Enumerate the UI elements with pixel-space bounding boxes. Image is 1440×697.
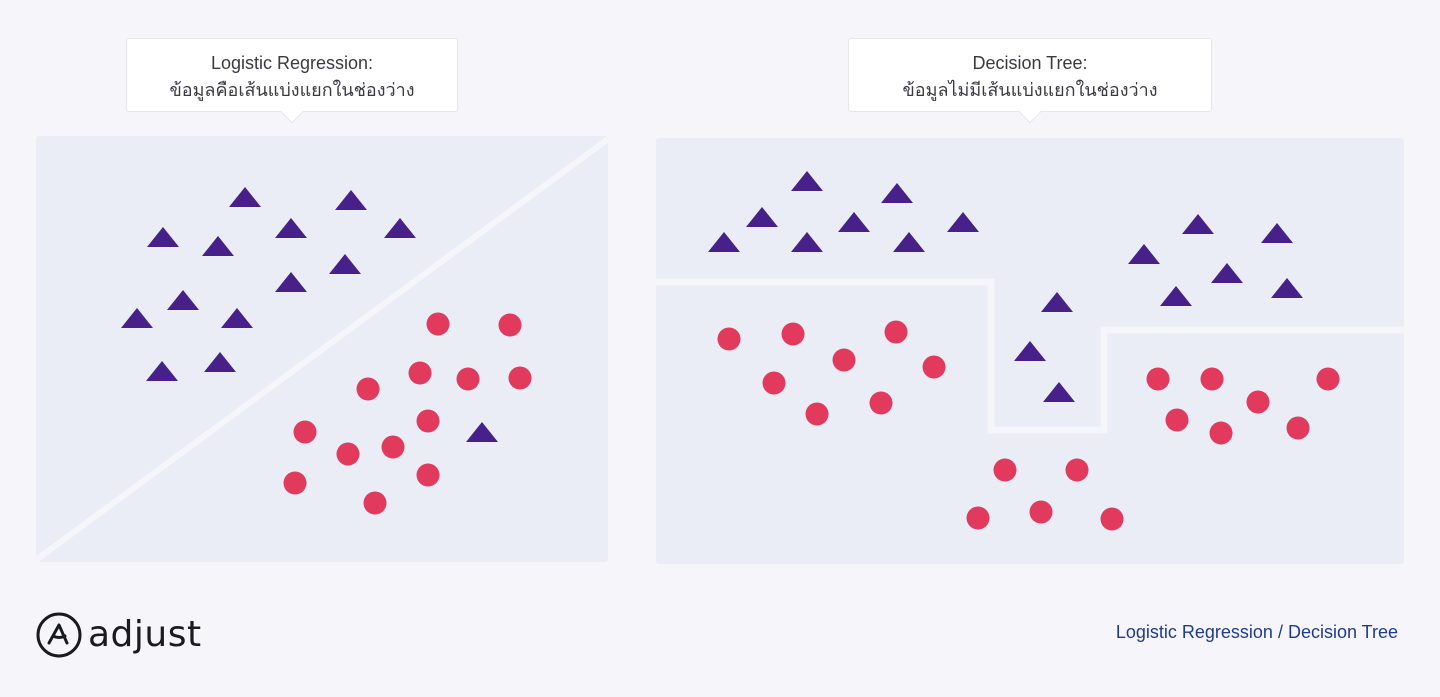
circle-point (408, 361, 432, 385)
footer-caption: Logistic Regression / Decision Tree (1115, 622, 1398, 642)
circle-point (1165, 408, 1189, 432)
circle-point (717, 327, 741, 351)
circle-point (416, 463, 440, 487)
circle-point (993, 458, 1017, 482)
decision-tree-title: Decision Tree: (972, 53, 1088, 73)
circle-point (966, 506, 990, 530)
circle-point (456, 367, 480, 391)
triangle-point (881, 183, 913, 203)
decision-tree-subtitle: ข้อมูลไม่มีเส้นแบ่งแยกในช่องว่าง (902, 80, 1158, 100)
triangle-point (1261, 223, 1293, 243)
triangle-point (329, 254, 361, 274)
adjust-logo-icon (36, 612, 82, 658)
circle-point (1200, 367, 1224, 391)
triangle-point (1211, 263, 1243, 283)
triangle-point (466, 422, 498, 442)
circle-point (1316, 367, 1340, 391)
triangle-point (204, 352, 236, 372)
circle-point (356, 377, 380, 401)
circle-point (1065, 458, 1089, 482)
triangle-point (791, 171, 823, 191)
logistic-regression-panel (34, 136, 610, 563)
right-circle-group (717, 320, 1340, 531)
triangle-point (202, 236, 234, 256)
triangle-point (275, 272, 307, 292)
left-circle-group (283, 312, 532, 515)
circle-point (508, 366, 532, 390)
triangle-point (167, 290, 199, 310)
circle-point (1286, 416, 1310, 440)
triangle-point (746, 207, 778, 227)
circle-point (869, 391, 893, 415)
linear-decision-boundary (34, 136, 610, 563)
circle-point (1146, 367, 1170, 391)
triangle-point (147, 227, 179, 247)
triangle-point (1014, 341, 1046, 361)
logistic-regression-subtitle: ข้อมูลคือเส้นแบ่งแยกในช่องว่าง (169, 80, 415, 100)
circle-point (762, 371, 786, 395)
circle-point (416, 409, 440, 433)
logistic-regression-callout: Logistic Regression: ข้อมูลคือเส้นแบ่งแย… (126, 38, 458, 124)
triangle-point (1041, 292, 1073, 312)
circle-point (363, 491, 387, 515)
circle-point (426, 312, 450, 336)
adjust-logo: adjust (36, 612, 202, 658)
triangle-point (1160, 286, 1192, 306)
triangle-point (221, 308, 253, 328)
triangle-point (121, 308, 153, 328)
triangle-point (146, 361, 178, 381)
circle-point (1100, 507, 1124, 531)
decision-tree-panel (656, 138, 1404, 564)
circle-point (381, 435, 405, 459)
triangle-point (1182, 214, 1214, 234)
right-triangle-group (708, 171, 1303, 402)
circle-point (805, 402, 829, 426)
triangle-point (335, 190, 367, 210)
circle-point (498, 313, 522, 337)
triangle-point (947, 212, 979, 232)
circle-point (1029, 500, 1053, 524)
circle-point (283, 471, 307, 495)
triangle-point (838, 212, 870, 232)
logistic-regression-title: Logistic Regression: (210, 53, 374, 73)
triangle-point (1043, 382, 1075, 402)
circle-point (1209, 421, 1233, 445)
stepwise-decision-boundary (656, 278, 1404, 434)
triangle-point (229, 187, 261, 207)
circle-point (336, 442, 360, 466)
triangle-point (275, 218, 307, 238)
triangle-point (791, 232, 823, 252)
circle-point (922, 355, 946, 379)
left-triangle-group (121, 187, 498, 442)
triangle-point (893, 232, 925, 252)
triangle-point (1128, 244, 1160, 264)
circle-point (781, 322, 805, 346)
decision-tree-callout: Decision Tree: ข้อมูลไม่มีเส้นแบ่งแยกในช… (848, 38, 1212, 124)
triangle-point (384, 218, 416, 238)
circle-point (1246, 390, 1270, 414)
circle-point (884, 320, 908, 344)
triangle-point (708, 232, 740, 252)
circle-point (293, 420, 317, 444)
brand-wordmark: adjust (88, 614, 202, 655)
circle-point (832, 348, 856, 372)
triangle-point (1271, 278, 1303, 298)
